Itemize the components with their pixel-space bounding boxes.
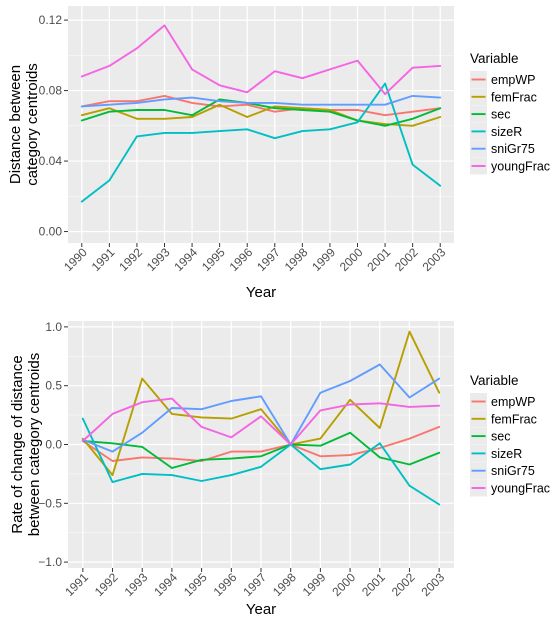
x-tick-label: 2000: [337, 245, 366, 274]
legend-label-empWP: empWP: [491, 395, 535, 409]
x-tick-label: 1991: [89, 245, 118, 274]
y-tick-label: 1.0: [45, 320, 62, 334]
y-axis-title-line: between category centroids: [26, 353, 43, 536]
x-tick-label: 1991: [62, 570, 91, 599]
series-line-sec: [81, 431, 441, 469]
series-line-femFrac: [80, 103, 442, 127]
y-tick-label: 0.12: [39, 13, 63, 27]
x-tick-label: 1994: [171, 245, 200, 274]
series-line-empWP: [81, 425, 441, 462]
series-line-sizeR: [81, 417, 441, 506]
y-axis-title-line: category centroids: [24, 63, 41, 186]
y-axis-title: Distance betweencategory centroids: [7, 63, 41, 186]
y-tick-label: 0.5: [45, 379, 62, 393]
series-line-sec: [80, 98, 442, 127]
y-tick-label: 0.04: [39, 154, 63, 168]
legend-label-sniGr75: sniGr75: [491, 464, 535, 478]
x-tick-label: 2002: [392, 245, 421, 274]
legend-label-sniGr75: sniGr75: [491, 142, 535, 156]
y-tick-label: −1.0: [38, 555, 62, 569]
x-tick-label: 1992: [92, 570, 121, 599]
x-tick-label: 1997: [254, 245, 283, 274]
x-tick-label: 2003: [418, 570, 447, 599]
legend-label-sec: sec: [491, 108, 510, 122]
x-tick-label: 2003: [420, 245, 449, 274]
chart-panel-1: 0.00 0.04 0.08 0.12 199019911992199319941995…: [7, 6, 550, 301]
legend-label-femFrac: femFrac: [491, 90, 537, 104]
y-axis-title: Rate of change of distancebetween catego…: [9, 353, 43, 536]
x-tick-label: 1999: [309, 245, 338, 274]
legend-label-femFrac: femFrac: [491, 412, 537, 426]
x-tick-label: 1996: [227, 245, 256, 274]
x-tick-label: 1993: [144, 245, 173, 274]
series-line-youngFrac: [81, 397, 441, 446]
y-tick-label: 0.00: [39, 225, 63, 239]
series-line-empWP: [80, 94, 442, 117]
x-tick-label: 1992: [116, 245, 145, 274]
x-tick-label: 1995: [181, 570, 210, 599]
legend-label-empWP: empWP: [491, 73, 535, 87]
legend-label-sizeR: sizeR: [491, 447, 522, 461]
y-axis-title-line: Rate of change of distance: [9, 355, 26, 533]
x-tick-label: 1993: [122, 570, 151, 599]
legend-title: Variable: [470, 373, 519, 388]
series-line-femFrac: [81, 330, 441, 477]
x-tick-label: 1994: [151, 570, 180, 599]
series-line-sniGr75: [81, 363, 441, 453]
legend-title: Variable: [470, 51, 519, 66]
legend: Variable empWP femFrac sec sizeR sniGr75 young…: [470, 51, 550, 175]
x-tick-label: 1995: [199, 245, 228, 274]
y-axis-title-line: Distance between: [7, 65, 24, 184]
x-tick-label: 1990: [61, 245, 90, 274]
x-tick-label: 1996: [211, 570, 240, 599]
series-line-youngFrac: [80, 24, 442, 96]
legend-label-sec: sec: [491, 430, 510, 444]
x-axis-title: Year: [246, 601, 276, 618]
legend: Variable empWP femFrac sec sizeR sniGr75 young…: [470, 373, 550, 497]
x-tick-label: 2001: [364, 245, 393, 274]
legend-label-youngFrac: youngFrac: [491, 160, 550, 174]
x-axis-title: Year: [246, 284, 276, 301]
x-tick-label: 1997: [240, 570, 269, 599]
x-tick-label: 2001: [359, 570, 388, 599]
legend-label-youngFrac: youngFrac: [491, 482, 550, 496]
y-tick-label: 0.08: [39, 84, 63, 98]
x-tick-label: 2002: [389, 570, 418, 599]
y-tick-label: 0.0: [45, 438, 62, 452]
series-line-sniGr75: [80, 94, 442, 108]
x-tick-label: 2000: [329, 570, 358, 599]
x-tick-label: 1998: [282, 245, 311, 274]
y-tick-label: −0.5: [38, 496, 62, 510]
legend-label-sizeR: sizeR: [491, 125, 522, 139]
x-tick-label: 1998: [270, 570, 299, 599]
x-tick-label: 1999: [300, 570, 329, 599]
